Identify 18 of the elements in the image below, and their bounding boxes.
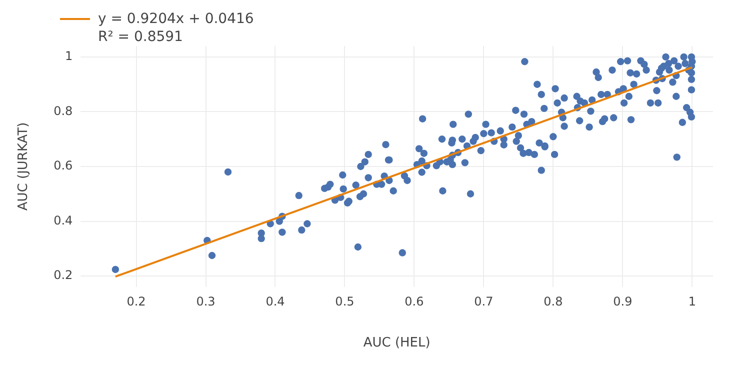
y-tick-label: 0.4 [54,213,73,228]
x-tick-label: 0.3 [196,294,216,308]
x-tick-label: 1 [688,294,696,308]
y-tick-label: 0.6 [54,158,73,173]
y-tick-label: 0.8 [54,104,73,118]
x-tick-label: 0.2 [126,294,146,308]
x-tick-label: 0.5 [335,294,354,308]
x-tick-label: 0.7 [474,294,494,308]
x-tick-label: 0.8 [544,294,563,308]
y-tick-label: 0.2 [54,268,73,282]
x-tick-label: 0.9 [613,294,632,308]
legend-label: y = 0.9204x + 0.0416 [98,10,254,28]
x-tick-label: 0.4 [266,294,285,308]
text: R² = 0.8591 [98,28,184,46]
y-axis-title: AUC (JURKAT) [16,122,32,211]
y-tick-label: 1 [65,49,73,64]
x-tick-label: 0.6 [404,294,424,308]
x-axis-title: AUC (HEL) [363,336,430,351]
